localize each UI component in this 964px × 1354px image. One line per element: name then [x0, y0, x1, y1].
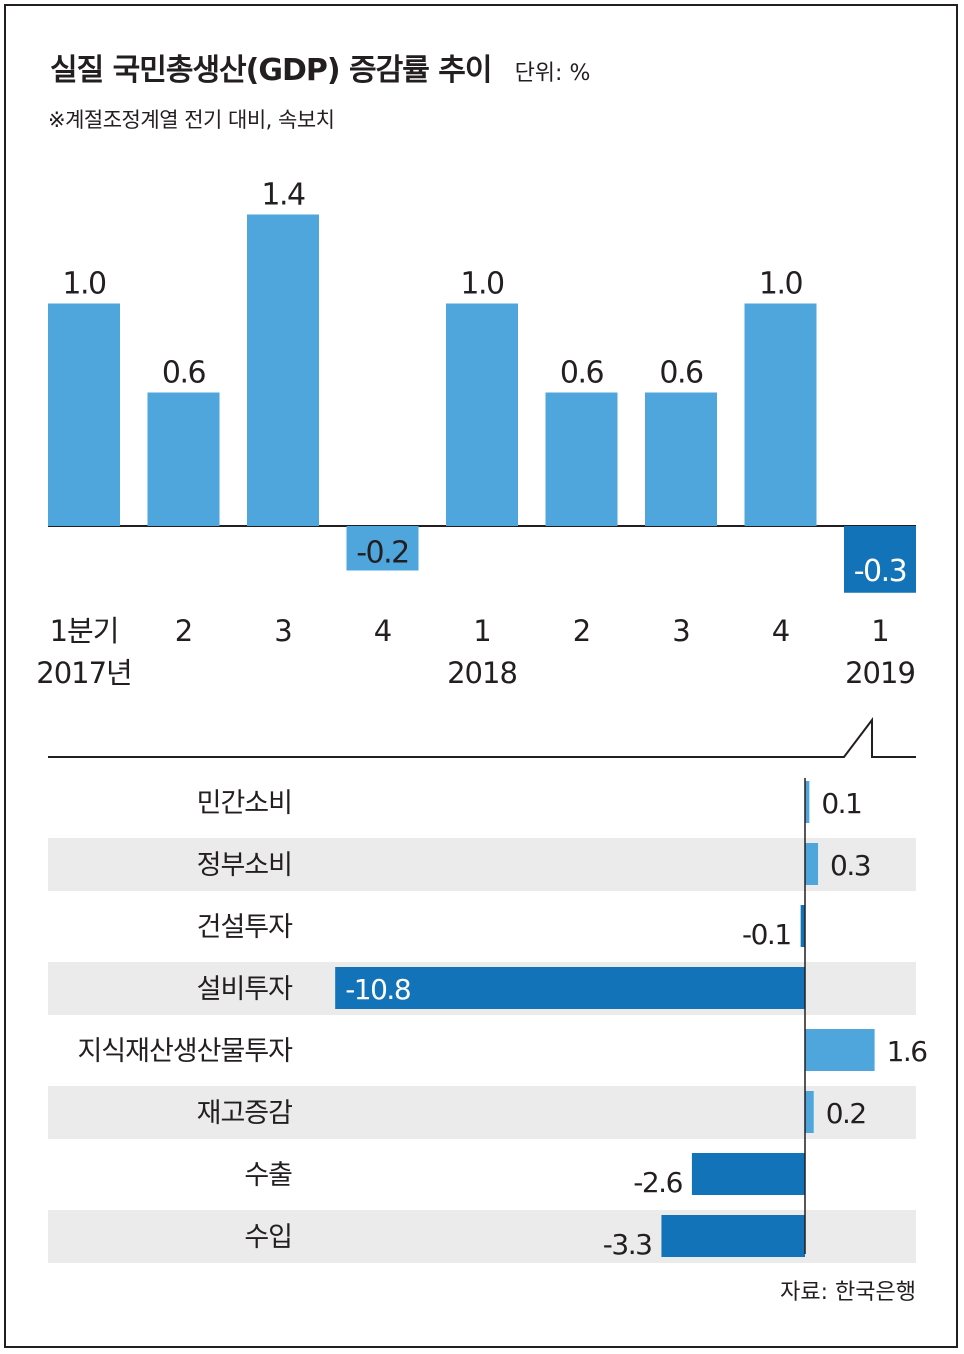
component-label: 민간소비: [197, 788, 292, 819]
column-bar: [446, 303, 518, 526]
component-label: 정부소비: [197, 850, 292, 881]
column-bar: [645, 392, 717, 526]
component-bar: [805, 781, 810, 823]
column-value-label: 1.4: [261, 178, 305, 213]
component-label: 설비투자: [197, 974, 294, 1005]
component-bar: [805, 843, 819, 885]
column-bar: [744, 303, 817, 526]
component-value-label: 0.3: [830, 849, 870, 882]
quarter-label: 1: [871, 614, 888, 648]
chart-title: 실질 국민총생산(GDP) 증감률 추이: [50, 53, 492, 88]
column-bar: [48, 303, 120, 526]
column-bar: [247, 214, 319, 526]
column-bar: [346, 526, 419, 571]
quarter-label: 4: [772, 614, 789, 648]
year-label: 2018: [447, 656, 517, 690]
column-bar: [545, 392, 618, 526]
quarter-label: 2: [175, 614, 192, 648]
row-band: [48, 838, 916, 891]
component-value-label: -0.1: [742, 918, 791, 951]
component-value-label: -2.6: [633, 1166, 682, 1199]
component-label: 재고증감: [197, 1098, 293, 1129]
source-label: 자료: 한국은행: [780, 1280, 916, 1305]
component-bar: [335, 967, 805, 1009]
quarter-label: 4: [374, 614, 391, 648]
column-value-label: -0.2: [356, 536, 409, 571]
quarter-label: 1: [473, 614, 490, 648]
chart-frame: [4, 4, 958, 1348]
column-value-label: -0.3: [854, 554, 907, 589]
component-bar: [691, 1153, 805, 1195]
column-bar: [147, 392, 220, 526]
year-label: 2017년: [36, 656, 131, 690]
component-bar: [805, 1091, 814, 1133]
component-value-label: -3.3: [603, 1228, 652, 1261]
column-value-label: 1.0: [460, 267, 504, 302]
quarter-label: 1분기: [50, 614, 119, 648]
column-value-label: 0.6: [560, 356, 604, 391]
section-divider: [48, 717, 916, 758]
component-value-label: 1.6: [887, 1035, 928, 1068]
component-value-label: 0.1: [821, 787, 861, 820]
column-value-label: 1.0: [62, 267, 106, 302]
column-value-label: 0.6: [659, 356, 703, 391]
quarter-label: 3: [274, 614, 291, 648]
quarter-label: 3: [672, 614, 689, 648]
chart-note: ※계절조정계열 전기 대비, 속보치: [48, 108, 335, 132]
unit-label: 단위: %: [514, 61, 591, 86]
component-label: 수입: [244, 1222, 292, 1253]
component-bar: [805, 1029, 875, 1071]
component-bar: [661, 1215, 805, 1257]
component-value-label: 0.2: [826, 1097, 866, 1130]
column-bar: [844, 526, 916, 593]
component-label: 지식재산생산물투자: [77, 1036, 293, 1067]
quarter-label: 2: [573, 614, 590, 648]
component-value-label: -10.8: [345, 973, 410, 1006]
year-label: 2019: [845, 656, 915, 690]
component-bar: [800, 905, 805, 947]
column-value-label: 1.0: [759, 267, 803, 302]
component-label: 건설투자: [197, 912, 294, 943]
title-row: 실질 국민총생산(GDP) 증감률 추이 단위: %: [50, 45, 590, 89]
column-value-label: 0.6: [162, 356, 206, 391]
row-band: [48, 1086, 916, 1139]
component-label: 수출: [244, 1160, 292, 1191]
